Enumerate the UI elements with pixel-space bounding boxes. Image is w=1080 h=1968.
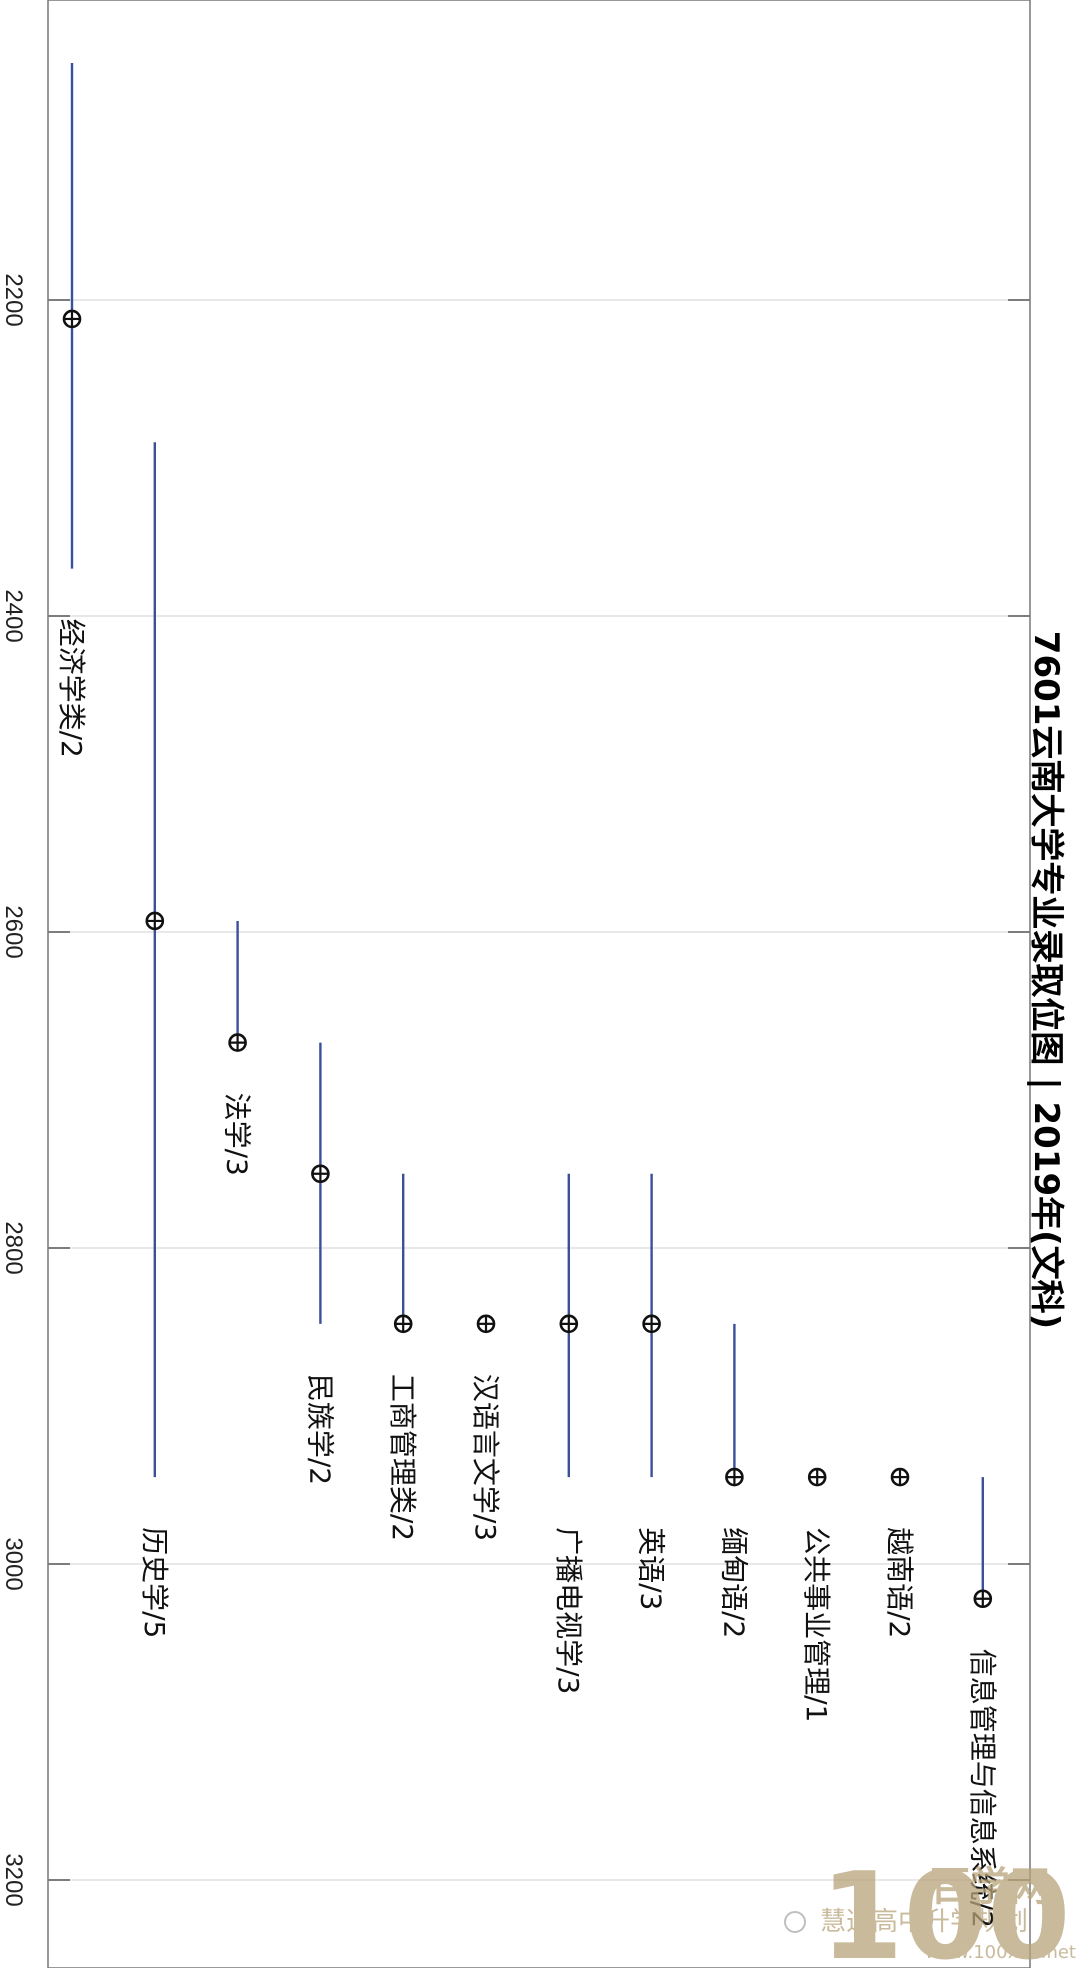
category-label: 经济学类/2: [55, 619, 88, 758]
tick-label: 3000: [0, 1537, 27, 1590]
tick-label: 2200: [0, 273, 27, 326]
wechat-icon: [784, 1911, 806, 1933]
category-label: 公共事业管理/1: [800, 1527, 833, 1722]
grid-lines: [48, 299, 1030, 1881]
category-label: 缅甸语/2: [717, 1527, 750, 1638]
category-label: 历史学/5: [138, 1527, 171, 1638]
watermark-site: www.100xue.net: [925, 1942, 1076, 1963]
tick-label: 2600: [0, 905, 27, 958]
tick-label: 3200: [0, 1853, 27, 1906]
category-label: 民族学/2: [303, 1374, 336, 1485]
category-label: 信息管理与信息系统/2: [966, 1649, 999, 1928]
category-label: 汉语言文学/3: [469, 1374, 502, 1541]
tick-label: 2800: [0, 1221, 27, 1274]
range-series: [62, 63, 993, 1609]
category-labels: 经济学类/2 历史学/5 法学/3 民族学/2 工商管理类/2 汉语言文学/3 广播电视学/…: [55, 619, 999, 1928]
chart-title-group: 7601云南大学专业录取位图 | 2019年(文科): [1026, 631, 1066, 1329]
watermark-brand: 百学网: [930, 1864, 1050, 1910]
chart-title: 7601云南大学专业录取位图 | 2019年(文科): [1026, 631, 1066, 1329]
tick-label: 2400: [0, 589, 27, 642]
category-label: 越南语/2: [883, 1527, 916, 1638]
category-label: 法学/3: [221, 1093, 254, 1176]
category-label: 英语/3: [635, 1527, 668, 1610]
axis-ticks: 2200 2400 2600 2800 3000 3200: [0, 273, 27, 1906]
watermark: 100 百学网 慧选高中升学规划 www.100xue.net: [784, 1848, 1076, 1968]
watermark-logo: 100: [820, 1848, 1071, 1968]
category-label: 工商管理类/2: [386, 1374, 419, 1541]
plot-frame: [47, 0, 1031, 1968]
watermark-account: 慧选高中升学规划: [820, 1907, 1028, 1937]
category-label: 广播电视学/3: [552, 1527, 585, 1694]
